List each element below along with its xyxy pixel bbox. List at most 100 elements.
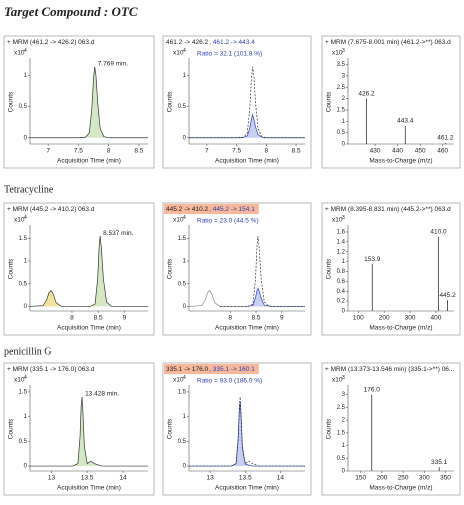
x-axis-label: Acquisition Time (min) [57, 485, 121, 492]
row-label: penicillin G [4, 346, 52, 357]
y-tick-label: 1 [342, 119, 346, 125]
x-tick-label: 150 [355, 475, 366, 482]
ion-label: 335.1 [431, 459, 448, 466]
trace [188, 289, 246, 307]
trace [189, 396, 305, 467]
x-tick-label: 8.5 [292, 148, 301, 155]
ion-label: 461.2 [437, 135, 454, 142]
x-tick-label: 100 [353, 315, 364, 322]
x-tick-label: 13 [48, 475, 56, 482]
y-tick-label: 3 [342, 392, 346, 398]
y-tick-label: 0.5 [337, 456, 346, 462]
multiplier: x10 [332, 217, 343, 224]
x-tick-label: 440 [392, 148, 403, 155]
x-axis-label: Acquisition Time (min) [57, 325, 121, 332]
peak-area [29, 290, 62, 307]
y-tick-label: 0 [342, 309, 346, 315]
panel [3, 202, 155, 336]
x-tick-label: 350 [440, 475, 451, 482]
y-tick-label: 2.5 [337, 85, 346, 91]
multiplier-exponent: 4 [183, 215, 186, 221]
y-tick-label: 0.4 [337, 289, 346, 295]
multiplier: x10 [14, 377, 25, 384]
y-tick-label: 0.8 [337, 269, 346, 275]
panel [321, 35, 461, 169]
x-tick-label: 7 [46, 148, 50, 155]
ion-label: 410.0 [430, 229, 447, 236]
x-tick-label: 8.5 [94, 315, 103, 322]
multiplier-exponent: 3 [342, 215, 345, 221]
x-tick-label: 460 [437, 148, 448, 155]
multiplier-exponent: 4 [24, 375, 27, 381]
y-axis-label: Counts [167, 418, 174, 439]
y-tick-label: 1 [342, 259, 346, 265]
y-tick-label: 0 [183, 135, 187, 141]
x-axis-label: Acquisition Time (min) [215, 325, 279, 332]
y-tick-label: 3 [342, 73, 346, 79]
header-highlight [164, 204, 259, 214]
panel-header: 335.1 -> 176.0 [166, 366, 208, 373]
x-tick-label: 7.5 [74, 148, 83, 155]
panel [321, 202, 461, 336]
x-axis-label: Mass-to-Charge (m/z) [369, 485, 432, 492]
y-tick-label: 0 [342, 469, 346, 475]
trace [189, 66, 305, 139]
y-tick-label: 0 [24, 464, 28, 470]
y-tick-label: 1.4 [337, 239, 346, 245]
multiplier: x10 [332, 50, 343, 57]
ratio: Ratio = 32.1 (101.8 %) [197, 51, 262, 58]
y-tick-label: 0.5 [337, 130, 346, 136]
y-tick-label: 1.5 [178, 390, 187, 396]
y-tick-label: 1.5 [19, 390, 28, 396]
x-tick-label: 8.5 [134, 148, 143, 155]
row-label: Tetracycline [4, 184, 54, 195]
panel [162, 35, 312, 169]
x-axis-label: Acquisition Time (min) [57, 158, 121, 165]
y-tick-label: 0 [24, 304, 28, 310]
peak-area [30, 396, 148, 467]
y-axis-label: Counts [167, 91, 174, 112]
y-tick-label: 1.5 [19, 236, 28, 242]
y-tick-label: 0.2 [337, 299, 346, 305]
x-tick-label: 400 [430, 315, 441, 322]
ratio: Ratio = 93.0 (186.0 %) [197, 378, 262, 385]
panel [321, 362, 461, 496]
ion-label: 443.4 [397, 118, 414, 125]
panel [3, 362, 155, 496]
y-axis-label: Counts [8, 418, 15, 439]
x-tick-label: 7 [205, 148, 209, 155]
y-tick-label: 0.5 [19, 281, 28, 287]
panel-header: + MRM (335.1 -> 176.0) 063.d [7, 366, 95, 373]
x-tick-label: 300 [419, 475, 430, 482]
x-tick-label: 450 [415, 148, 426, 155]
multiplier: x10 [173, 217, 184, 224]
x-tick-label: 14 [277, 475, 285, 482]
panel-header: 461.2 -> 426.2 [166, 39, 208, 46]
y-tick-label: 0.5 [178, 104, 187, 110]
y-axis-label: Counts [8, 91, 15, 112]
header-highlight [164, 364, 259, 374]
peak-area [61, 236, 148, 307]
y-axis-label: Counts [167, 258, 174, 279]
x-tick-label: 200 [379, 315, 390, 322]
y-tick-label: 1.5 [337, 430, 346, 436]
x-tick-label: 8 [228, 315, 232, 322]
multiplier: x10 [173, 50, 184, 57]
multiplier-exponent: 4 [24, 48, 27, 54]
multiplier-exponent: 4 [24, 215, 27, 221]
x-tick-label: 200 [376, 475, 387, 482]
y-tick-label: 1.6 [337, 230, 346, 236]
panel [162, 362, 312, 496]
peak-area [189, 113, 305, 139]
multiplier: x10 [173, 377, 184, 384]
x-tick-label: 8 [265, 148, 269, 155]
panel-header: + MRM (13.373-13.546 min) (335.1->**) 06… [325, 366, 455, 373]
multiplier-exponent: 4 [183, 48, 186, 54]
y-tick-label: 1 [24, 414, 28, 420]
ion-label: 153.9 [364, 256, 381, 263]
panel-header: + MRM (445.2 -> 410.2) 063.d [7, 206, 95, 213]
ion-label: 445.2 [439, 292, 456, 299]
y-tick-label: 1 [183, 414, 187, 420]
trace [219, 236, 305, 307]
